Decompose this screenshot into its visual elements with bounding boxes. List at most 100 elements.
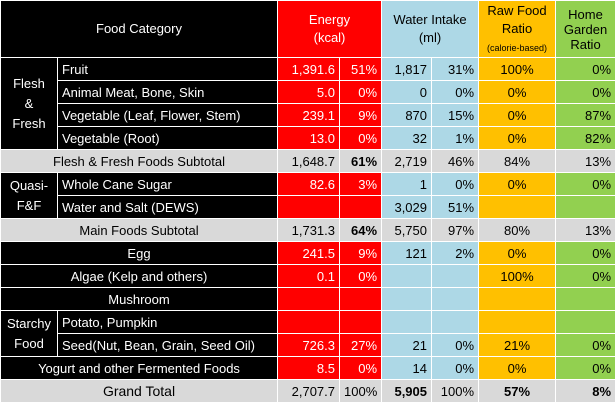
energy-pct: 64%: [338, 218, 383, 242]
header-water-unit: (ml): [418, 30, 442, 45]
energy-value: 2,707.7: [277, 379, 340, 403]
home-ratio: 13%: [555, 218, 615, 242]
water-value: 32: [381, 126, 433, 150]
group-label: F&F: [16, 197, 42, 213]
table-row: Mushroom: [0, 287, 615, 311]
raw-ratio: 100%: [478, 264, 557, 288]
home-ratio: 8%: [555, 379, 615, 403]
raw-ratio: 21%: [478, 333, 557, 357]
row-name: Flesh & Fresh Foods Subtotal: [0, 149, 278, 173]
home-ratio: 0%: [555, 333, 615, 357]
energy-value: 13.0: [277, 126, 340, 150]
row-name: Whole Cane Sugar: [57, 172, 278, 196]
water-pct: 0%: [431, 80, 480, 104]
raw-ratio: 0%: [478, 172, 557, 196]
energy-pct: 0%: [338, 356, 383, 380]
header-raw: Raw Food Ratio (calorie-based): [478, 0, 557, 58]
header-energy-label: Energy: [308, 12, 351, 27]
energy-value: 726.3: [277, 333, 340, 357]
group-label: Food: [14, 335, 44, 351]
energy-pct: 9%: [338, 241, 383, 265]
subtotal-row: Main Foods Subtotal 1,731.3 64% 5,750 97…: [0, 218, 615, 242]
home-ratio: [555, 310, 615, 334]
grand-total-row: Grand Total 2,707.7 100% 5,905 100% 57% …: [0, 379, 615, 403]
energy-value: 8.5: [277, 356, 340, 380]
table-row: Algae (Kelp and others) 0.1 0% 100% 0%: [0, 264, 615, 288]
group-label: Fresh: [12, 115, 46, 131]
header-home-label-1: Home: [568, 6, 603, 22]
header-water: Water Intake (ml): [381, 0, 480, 58]
home-ratio: 0%: [555, 264, 615, 288]
energy-value: 241.5: [277, 241, 340, 265]
home-ratio: 82%: [555, 126, 615, 150]
row-name: Vegetable (Root): [57, 126, 278, 150]
row-name: Grand Total: [0, 379, 278, 403]
energy-value: 239.1: [277, 103, 340, 127]
group-flesh-fresh: Flesh & Fresh: [0, 57, 58, 150]
header-energy-unit: (kcal): [313, 30, 346, 45]
water-pct: [431, 287, 480, 311]
raw-ratio: 0%: [478, 103, 557, 127]
raw-ratio: 0%: [478, 241, 557, 265]
table-row: Starchy Food Potato, Pumpkin: [0, 310, 615, 357]
water-pct: 0%: [431, 356, 480, 380]
energy-value: [277, 310, 340, 334]
header-food-category: Food Category: [0, 0, 278, 58]
group-label: Quasi-: [9, 177, 49, 193]
header-water-label: Water Intake: [393, 12, 467, 27]
home-ratio: 0%: [555, 241, 615, 265]
row-name: Yogurt and other Fermented Foods: [0, 356, 278, 380]
energy-pct: 27%: [338, 333, 383, 357]
home-ratio: 0%: [555, 172, 615, 196]
energy-pct: 0%: [338, 126, 383, 150]
group-label: Starchy: [6, 315, 52, 331]
table-row: Yogurt and other Fermented Foods 8.5 0% …: [0, 356, 615, 380]
row-name: Fruit: [57, 57, 278, 81]
energy-value: 1,731.3: [277, 218, 340, 242]
energy-value: 1,648.7: [277, 149, 340, 173]
water-value: 2,719: [381, 149, 433, 173]
energy-pct: 100%: [338, 379, 383, 403]
row-name: Animal Meat, Bone, Skin: [57, 80, 278, 104]
home-ratio: [555, 195, 615, 219]
water-pct: [431, 310, 480, 334]
water-pct: 46%: [431, 149, 480, 173]
energy-pct: 61%: [338, 149, 383, 173]
table-row: Flesh & Fresh Fruit 1,391.6 51% 1,817 31% …: [0, 57, 615, 150]
water-value: 870: [381, 103, 433, 127]
energy-pct: [338, 310, 383, 334]
water-value: 5,905: [381, 379, 433, 403]
raw-ratio: 0%: [478, 80, 557, 104]
header-home-label-3: Ratio: [570, 36, 601, 52]
water-value: 14: [381, 356, 433, 380]
group-quasi: Quasi- F&F: [0, 172, 58, 219]
raw-ratio: 80%: [478, 218, 557, 242]
subtotal-row: Flesh & Fresh Foods Subtotal 1,648.7 61%…: [0, 149, 615, 173]
group-label: &: [24, 95, 34, 111]
energy-value: 5.0: [277, 80, 340, 104]
energy-pct: 3%: [338, 172, 383, 196]
water-value: 121: [381, 241, 433, 265]
water-pct: 15%: [431, 103, 480, 127]
header-raw-note: (calorie-based): [487, 42, 548, 53]
water-value: [381, 310, 433, 334]
header-home: Home Garden Ratio: [555, 0, 615, 58]
water-pct: 2%: [431, 241, 480, 265]
water-pct: 100%: [431, 379, 480, 403]
water-pct: 31%: [431, 57, 480, 81]
table-row: Animal Meat, Bone, Skin 5.0 0% 0 0% 0% 0…: [1, 80, 615, 104]
energy-pct: 51%: [338, 57, 383, 81]
header-home-label-2: Garden: [563, 21, 608, 37]
row-name: Water and Salt (DEWS): [57, 195, 278, 219]
home-ratio: 0%: [555, 356, 615, 380]
water-value: 1: [381, 172, 433, 196]
energy-value: 1,391.6: [277, 57, 340, 81]
header-energy: Energy (kcal): [276, 0, 383, 58]
table-row: Water and Salt (DEWS) 3,029 51%: [1, 195, 615, 219]
water-value: [381, 287, 433, 311]
row-name: Seed(Nut, Bean, Grain, Seed Oil): [57, 333, 278, 357]
home-ratio: 0%: [555, 57, 615, 81]
table-row: Egg 241.5 9% 121 2% 0% 0%: [0, 241, 615, 265]
home-ratio: [555, 287, 615, 311]
